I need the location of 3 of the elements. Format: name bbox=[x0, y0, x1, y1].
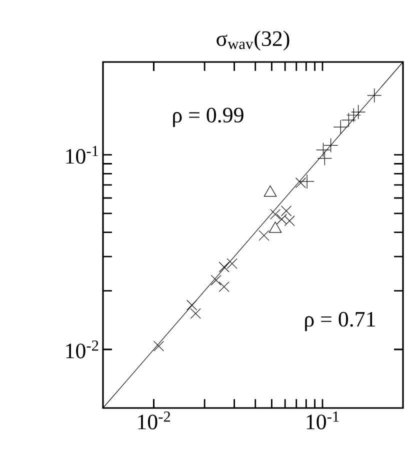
annotation: ρ = 0.99 bbox=[173, 108, 244, 127]
annotation: ρ = 0.71 bbox=[305, 312, 375, 332]
chart-title: σ$_{wav}$(32) bbox=[216, 30, 290, 51]
